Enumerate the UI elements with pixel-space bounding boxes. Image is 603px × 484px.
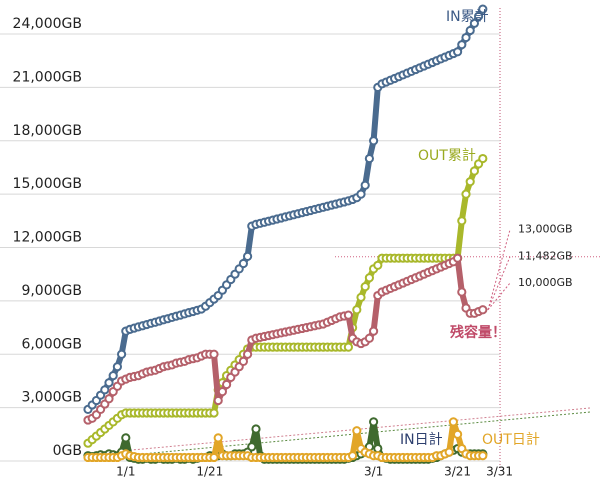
series-label: IN日計 — [400, 432, 443, 448]
x-tick-label: 3/31 — [486, 465, 513, 479]
annotation-arrow — [487, 282, 511, 311]
data-point — [343, 310, 353, 320]
data-point — [352, 305, 362, 315]
data-point — [217, 387, 227, 397]
data-point — [356, 189, 366, 199]
data-point — [373, 260, 383, 270]
annotation-arrow — [487, 256, 511, 310]
y-tick-label: 0GB — [53, 443, 82, 459]
data-point — [108, 371, 118, 381]
data-point — [238, 356, 248, 366]
x-tick-label: 3/21 — [444, 465, 471, 479]
data-point — [465, 25, 475, 36]
data-point — [121, 433, 131, 443]
series-label: OUT累計 — [418, 148, 476, 164]
data-point — [112, 362, 123, 372]
data-point — [348, 451, 358, 461]
data-point — [247, 442, 257, 452]
data-point — [213, 395, 223, 406]
y-tick-label: 9,000GB — [21, 283, 82, 299]
data-point — [209, 452, 219, 463]
data-point — [343, 342, 353, 352]
data-point — [209, 408, 219, 418]
series-label: OUT日計 — [482, 432, 540, 448]
data-point — [209, 349, 219, 359]
data-point — [360, 282, 370, 292]
data-point — [448, 417, 458, 427]
data-point — [238, 258, 248, 269]
trend-line — [109, 407, 591, 453]
y-tick-label: 6,000GB — [21, 336, 82, 352]
data-point — [104, 378, 114, 388]
data-point — [457, 40, 467, 50]
data-point — [117, 349, 127, 359]
y-tick-label: 3,000GB — [21, 390, 82, 406]
data-point — [474, 11, 484, 21]
series-line — [86, 255, 484, 423]
y-tick-label: 24,000GB — [13, 16, 82, 32]
x-tick-label: 1/1 — [116, 465, 135, 479]
data-point — [104, 394, 114, 404]
data-point — [453, 429, 463, 439]
data-point — [461, 189, 471, 199]
data-point — [222, 379, 232, 390]
data-point — [100, 385, 110, 395]
data-point — [356, 292, 366, 302]
data-point — [465, 177, 475, 187]
data-point — [461, 32, 471, 43]
data-point — [444, 447, 454, 457]
x-tick-label: 1/21 — [196, 465, 223, 479]
y-tick-label: 15,000GB — [13, 176, 82, 192]
data-point — [369, 136, 379, 146]
series-label: 残容量！ — [450, 324, 506, 341]
data-point — [369, 417, 379, 427]
x-tick-label: 3/1 — [364, 465, 383, 479]
data-point — [251, 424, 261, 434]
data-point — [478, 305, 488, 315]
y-tick-label: 12,000GB — [13, 230, 82, 246]
data-point — [469, 18, 479, 28]
annotation-label: 10,000GB — [518, 276, 573, 289]
data-point — [453, 47, 463, 57]
data-point — [364, 153, 374, 164]
data-point — [478, 4, 488, 14]
data-point — [360, 180, 370, 190]
data-point — [457, 216, 467, 226]
annotation-arrow — [487, 229, 511, 310]
data-point — [369, 326, 379, 336]
annotation-label: 13,000GB — [518, 223, 573, 236]
y-tick-label: 21,000GB — [13, 69, 82, 85]
data-point — [478, 153, 488, 164]
data-point — [478, 451, 488, 461]
data-point — [213, 433, 223, 443]
data-point — [364, 273, 374, 283]
data-point — [453, 253, 463, 263]
data-point — [243, 251, 253, 261]
data-point — [352, 426, 362, 436]
series-label: IN累計 — [446, 9, 489, 25]
trend-line — [109, 411, 591, 458]
annotation-label: 11,482GB — [518, 250, 573, 263]
data-point — [364, 333, 374, 343]
data-point — [243, 349, 253, 359]
data-point — [469, 166, 479, 176]
data-point — [457, 287, 467, 297]
y-tick-label: 18,000GB — [13, 123, 82, 139]
